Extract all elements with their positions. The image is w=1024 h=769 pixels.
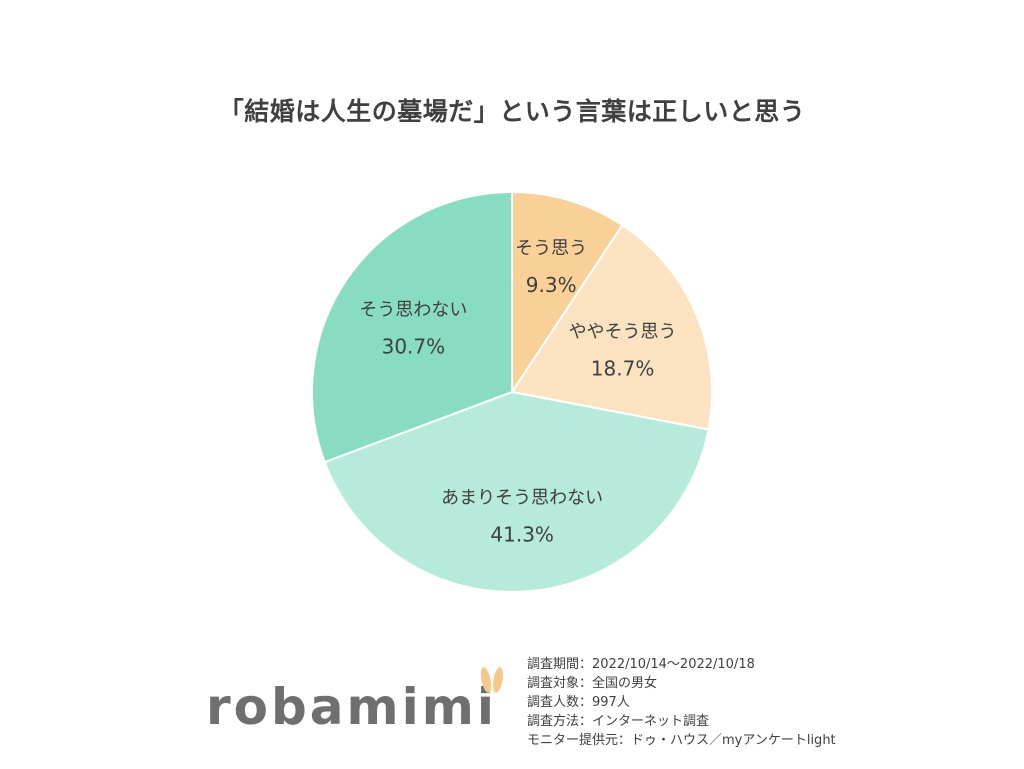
slice-value-label: 9.3% <box>526 273 577 297</box>
survey-target: 調査対象：全国の男女 <box>527 676 658 691</box>
slice-value-label: 41.3% <box>490 523 554 547</box>
survey-period: 調査期間：2022/10/14～2022/10/18 <box>527 657 755 672</box>
survey-provider: モニター提供元：ドゥ・ハウス／myアンケートlight <box>527 733 836 748</box>
logo-text: robamimi <box>206 678 498 736</box>
pie-labels: そう思う 9.3% ややそう思う 18.7% あまりそう思わない 41.3% そう思わない 3… <box>359 238 676 547</box>
pie-slice <box>511 190 624 396</box>
survey-count: 調査人数：997人 <box>527 695 630 710</box>
survey-method: 調査方法：インターネット調査 <box>527 714 710 729</box>
pie-slices <box>311 190 713 593</box>
slice-name-label: あまりそう思わない <box>441 488 603 509</box>
pie-slice <box>510 223 713 431</box>
slice-value-label: 30.7% <box>382 335 446 359</box>
slice-name-label: そう思う <box>515 238 587 259</box>
chart-title: 「結婚は人生の墓場だ」という言葉は正しいと思う <box>218 97 806 126</box>
slice-value-label: 18.7% <box>591 356 655 380</box>
pie-slice <box>323 390 710 593</box>
pie-slice <box>311 190 513 464</box>
slice-name-label: そう思わない <box>359 300 467 321</box>
rabbit-ears-icon <box>480 667 503 693</box>
survey-info: 調査期間：2022/10/14～2022/10/18 調査対象：全国の男女 調査… <box>527 655 836 750</box>
robamimi-logo: robamimi <box>206 664 506 744</box>
slice-name-label: ややそう思う <box>569 321 677 342</box>
